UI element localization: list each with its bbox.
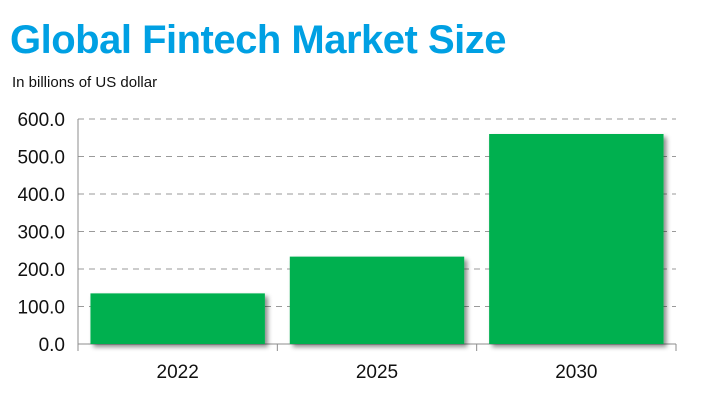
x-tick-label: 2030 <box>555 362 597 383</box>
bar-2030 <box>489 134 664 344</box>
x-tick-label: 2025 <box>356 362 398 383</box>
x-tick-labels: 2022 2025 2030 <box>157 362 598 383</box>
y-tick-label: 200.0 <box>17 260 65 281</box>
y-tick-label: 100.0 <box>17 298 65 319</box>
chart-title: Global Fintech Market Size <box>10 18 507 62</box>
y-tick-label: 600.0 <box>17 110 65 131</box>
bar-2025 <box>289 256 465 344</box>
chart-subtitle: In billions of US dollar <box>12 74 158 91</box>
y-tick-label: 400.0 <box>17 185 65 206</box>
y-tick-label: 500.0 <box>17 148 65 169</box>
y-tick-label: 0.0 <box>39 335 65 356</box>
y-tick-labels: 0.0 100.0 200.0 300.0 400.0 500.0 600.0 <box>17 110 65 356</box>
x-tick-label: 2022 <box>157 362 199 383</box>
bar-2022 <box>90 293 265 344</box>
y-tick-label: 300.0 <box>17 223 65 244</box>
bars <box>90 134 664 344</box>
